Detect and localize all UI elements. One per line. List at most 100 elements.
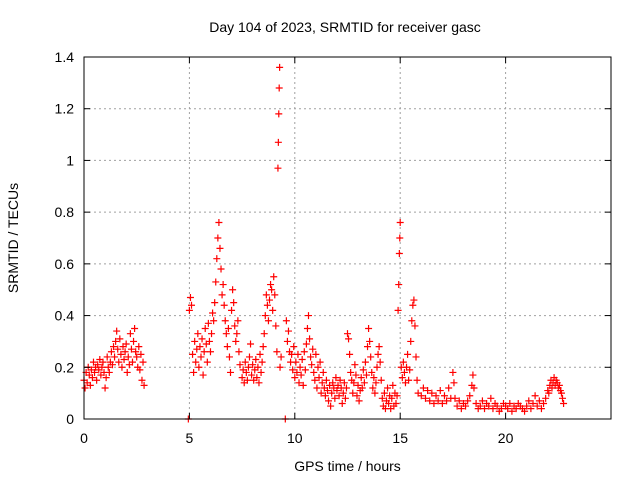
data-point [466,392,474,400]
data-point [274,164,282,172]
data-point [105,368,113,376]
data-point [557,389,565,397]
data-point [470,384,478,392]
data-point [225,353,233,361]
data-point [559,394,567,402]
data-point [128,358,136,366]
data-point [445,384,453,392]
data-point [497,405,505,413]
data-point [328,389,336,397]
data-point [293,368,301,376]
data-point [229,286,237,294]
data-point [323,387,331,395]
data-point [283,337,291,345]
data-point [359,366,367,374]
data-point [400,368,408,376]
data-point [411,322,419,330]
data-point [412,353,420,361]
data-point [344,330,351,338]
data-point [271,291,279,299]
data-point [186,293,194,301]
data-point [380,389,388,397]
data-point [346,350,354,358]
data-point [377,376,385,384]
data-point [195,363,203,371]
data-point [341,394,349,402]
data-point [206,348,214,356]
data-point [261,312,269,320]
data-point [196,343,204,351]
data-point [417,392,425,400]
data-point [216,244,224,252]
data-point [185,306,193,314]
data-point [244,363,252,371]
data-point [299,381,307,389]
data-point [273,348,281,356]
data-point [357,374,365,382]
data-point [342,384,350,392]
data-point [98,363,106,371]
data-point [292,358,300,366]
data-point [137,350,145,358]
data-point [396,234,404,242]
data-point [289,366,297,374]
x-tick-label: 15 [392,430,408,446]
data-point [233,330,241,338]
data-point [310,368,318,376]
grid [84,57,611,419]
data-point [272,322,280,330]
y-tick-label: 0.2 [55,359,75,375]
data-point [464,397,472,405]
data-point [529,399,537,407]
data-point [508,407,516,415]
x-tick-label: 5 [186,430,194,446]
y-tick-label: 0.4 [55,308,75,324]
data-point [211,299,219,307]
data-point [374,350,382,358]
data-point [127,345,135,353]
data-point [395,250,403,258]
data-point [451,394,459,402]
data-point [94,361,102,369]
data-point [350,379,358,387]
data-point [309,345,317,353]
data-point [102,374,110,382]
data-point [493,402,501,410]
data-point [260,330,268,338]
data-point [113,327,121,335]
data-point [527,405,535,413]
data-point [450,379,458,387]
data-point [384,384,392,392]
data-point [295,379,303,387]
data-point [354,381,362,389]
data-point [192,358,200,366]
data-point [197,353,205,361]
data-point [469,371,477,379]
data-point [107,348,115,356]
data-point [361,358,369,366]
data-point [394,306,402,314]
data-point [476,402,484,410]
data-point [405,376,413,384]
data-point [531,392,539,400]
data-point [455,397,463,405]
data-point [301,366,309,374]
data-point [432,392,440,400]
data-point [123,368,131,376]
data-point [217,265,225,273]
data-point [118,363,126,371]
data-point [428,389,436,397]
data-point [305,312,313,320]
data-point [335,392,343,400]
data-point [525,397,533,405]
data-point [135,343,143,351]
data-point [282,317,290,325]
data-point [223,343,231,351]
data-point [116,335,124,343]
data-point [308,361,316,369]
data-point [298,356,306,364]
data-point [232,337,240,345]
y-tick-label: 1.4 [55,49,75,65]
data-point [333,387,341,395]
